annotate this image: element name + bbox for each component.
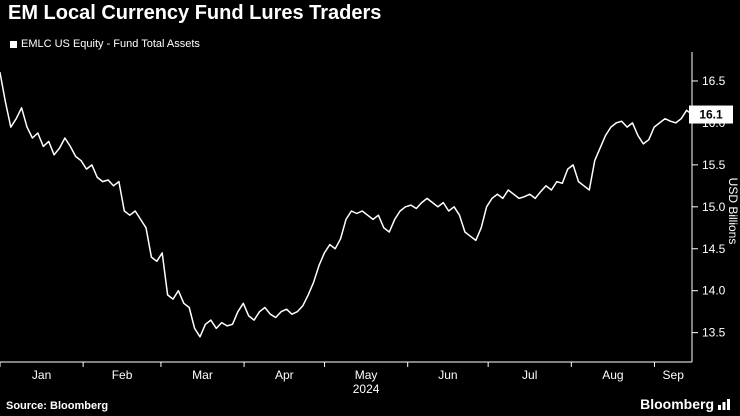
source-credit: Source: Bloomberg [6, 400, 109, 412]
x-tick-label: Feb [112, 368, 133, 382]
bloomberg-logo-text: Bloomberg [640, 396, 714, 412]
last-value-label: 16.1 [699, 108, 723, 122]
legend-label: EMLC US Equity - Fund Total Assets [21, 38, 200, 50]
y-axis-title: USD Billions [726, 178, 740, 245]
x-tick-label: Jan [32, 368, 51, 382]
bloomberg-logo: Bloomberg [640, 396, 730, 412]
x-tick-label: May [355, 368, 378, 382]
y-tick-label: 15.0 [702, 200, 726, 214]
y-tick-label: 14.5 [702, 242, 726, 256]
series-line [0, 71, 693, 338]
x-tick-label: Aug [602, 368, 623, 382]
legend: EMLC US Equity - Fund Total Assets [10, 38, 200, 50]
y-tick-label: 16.5 [702, 74, 726, 88]
last-value-badge [689, 105, 733, 124]
x-tick-label: Jun [438, 368, 457, 382]
x-tick-label: Apr [275, 368, 294, 382]
bar-chart-icon [718, 399, 730, 410]
y-tick-label: 14.0 [702, 284, 726, 298]
x-tick-label: Jul [522, 368, 537, 382]
legend-swatch-icon [10, 40, 17, 48]
chart-title: EM Local Currency Fund Lures Traders [8, 2, 382, 24]
y-tick-label: 13.5 [702, 326, 726, 340]
y-tick-label: 15.5 [702, 158, 726, 172]
x-tick-label: Mar [192, 368, 213, 382]
x-tick-label: Sep [663, 368, 685, 382]
year-label: 2024 [353, 382, 380, 396]
